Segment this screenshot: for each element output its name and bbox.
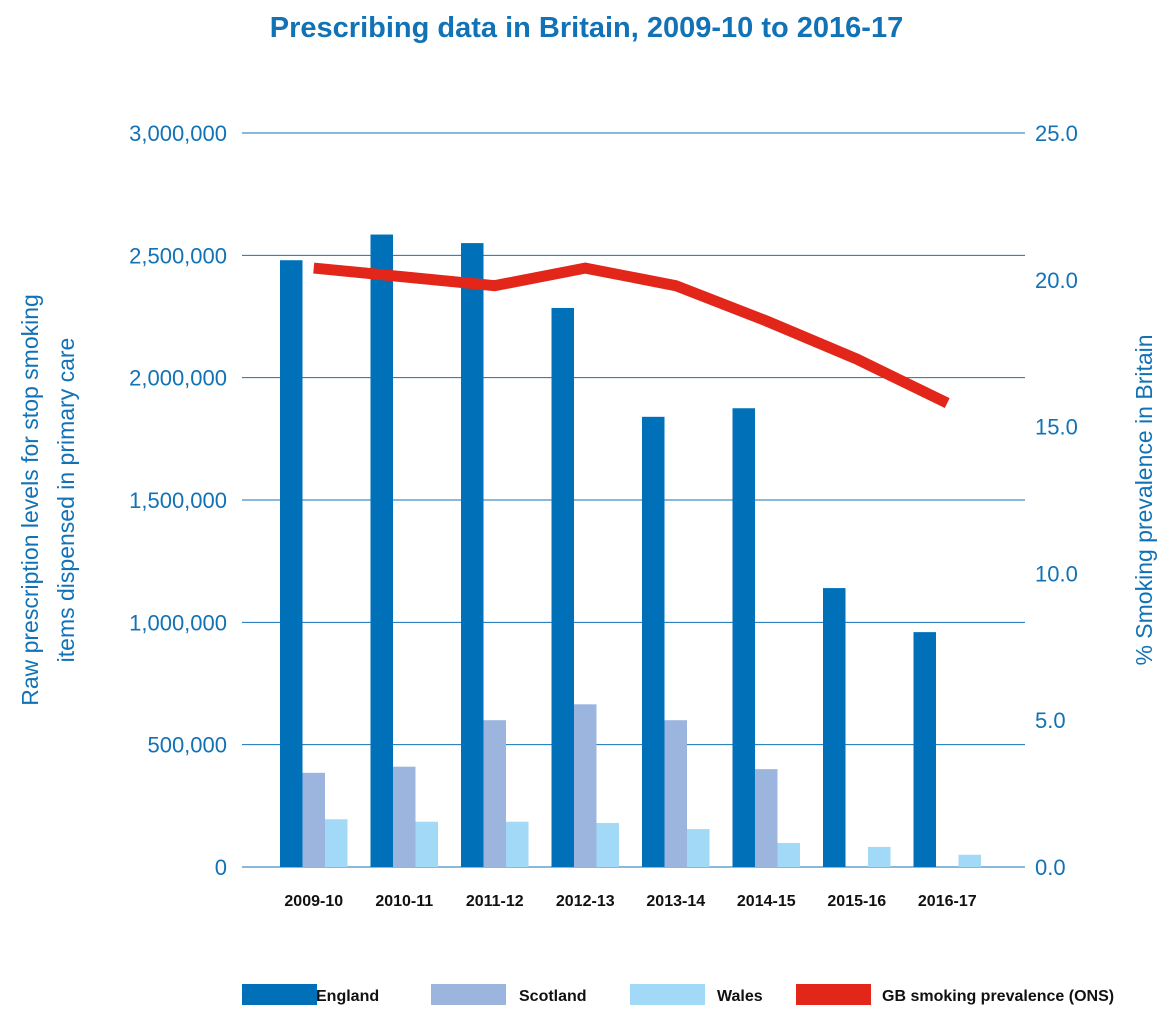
bar-england-2012-13: [551, 307, 574, 868]
bar-wales-2016-17: [958, 854, 981, 867]
left-tick-label: 2,500,000: [129, 243, 227, 268]
bar-scotland-2012-13: [574, 704, 597, 867]
bar-scotland-2009-10: [302, 772, 325, 867]
bar-scotland-2013-14: [664, 720, 687, 867]
x-axis-ticks: 2009-10 2010-11 2011-12 2012-13 2013-14 2014-…: [284, 893, 976, 910]
right-tick-label: 10.0: [1035, 561, 1078, 586]
bar-scotland-2011-12: [483, 720, 506, 867]
legend-swatch-england: [242, 984, 317, 1005]
x-tick-label: 2011-12: [466, 893, 524, 910]
right-tick-label: 25.0: [1035, 121, 1078, 146]
bar-wales-2009-10: [325, 819, 348, 867]
left-tick-label: 1,000,000: [129, 610, 227, 635]
left-axis-ticks: 0 500,000 1,000,000 1,500,000 2,000,000 2,500…: [129, 121, 227, 880]
legend-swatch-gb-smoking-prevalence: [796, 984, 871, 1005]
x-tick-label: 2010-11: [375, 893, 433, 910]
gridlines: [242, 132, 1025, 868]
prevalence-line: [313, 262, 950, 409]
bar-scotland-2010-11: [393, 766, 416, 867]
right-axis-ticks: 0.0 5.0 10.0 15.0 20.0 25.0: [1035, 121, 1078, 880]
right-tick-label: 0.0: [1035, 855, 1066, 880]
bar-england-2015-16: [823, 588, 846, 867]
left-axis-title: Raw prescription levels for stop smoking…: [17, 294, 79, 706]
bar-wales-2010-11: [415, 821, 438, 867]
legend-label: Wales: [717, 988, 763, 1005]
left-tick-label: 3,000,000: [129, 121, 227, 146]
right-tick-label: 5.0: [1035, 708, 1066, 733]
legend-swatch-scotland: [431, 984, 506, 1005]
x-tick-label: 2009-10: [284, 893, 343, 910]
x-tick-label: 2015-16: [827, 893, 886, 910]
right-tick-label: 20.0: [1035, 268, 1078, 293]
bar-england-2010-11: [370, 234, 393, 867]
x-tick-label: 2012-13: [556, 893, 615, 910]
bar-wales-2013-14: [687, 829, 710, 867]
bar-england-2013-14: [642, 416, 665, 867]
right-tick-label: 15.0: [1035, 415, 1078, 440]
bar-scotland-2014-15: [755, 769, 778, 867]
axis-titles: Raw prescription levels for stop smoking…: [17, 294, 1157, 706]
bar-england-2009-10: [280, 260, 303, 867]
prevalence-line-path: [313, 262, 950, 409]
legend-label: Scotland: [519, 988, 587, 1005]
bar-england-2011-12: [461, 243, 484, 868]
bar-england-2016-17: [913, 632, 936, 867]
x-tick-label: 2016-17: [918, 893, 977, 910]
left-axis-title-line: Raw prescription levels for stop smoking: [17, 294, 43, 706]
bar-wales-2012-13: [596, 822, 619, 867]
left-axis-title-line: items dispensed in primary care: [53, 338, 79, 663]
legend: England Scotland Wales GB smoking prevalenc…: [242, 984, 1114, 1005]
legend-swatch-wales: [630, 984, 705, 1005]
bars: [280, 234, 981, 868]
left-tick-label: 2,000,000: [129, 366, 227, 391]
left-tick-label: 1,500,000: [129, 488, 227, 513]
legend-label: England: [316, 988, 379, 1005]
bar-wales-2014-15: [777, 843, 800, 867]
left-tick-label: 0: [215, 855, 227, 880]
right-axis-title: % Smoking prevalence in Britain: [1131, 334, 1157, 665]
bar-wales-2015-16: [868, 846, 891, 867]
legend-label: GB smoking prevalence (ONS): [882, 988, 1114, 1005]
x-tick-label: 2013-14: [646, 893, 705, 910]
bar-england-2014-15: [732, 408, 755, 867]
x-tick-label: 2014-15: [737, 893, 796, 910]
chart-title: Prescribing data in Britain, 2009-10 to …: [269, 12, 904, 44]
bar-wales-2011-12: [506, 821, 529, 867]
left-tick-label: 500,000: [147, 733, 227, 758]
